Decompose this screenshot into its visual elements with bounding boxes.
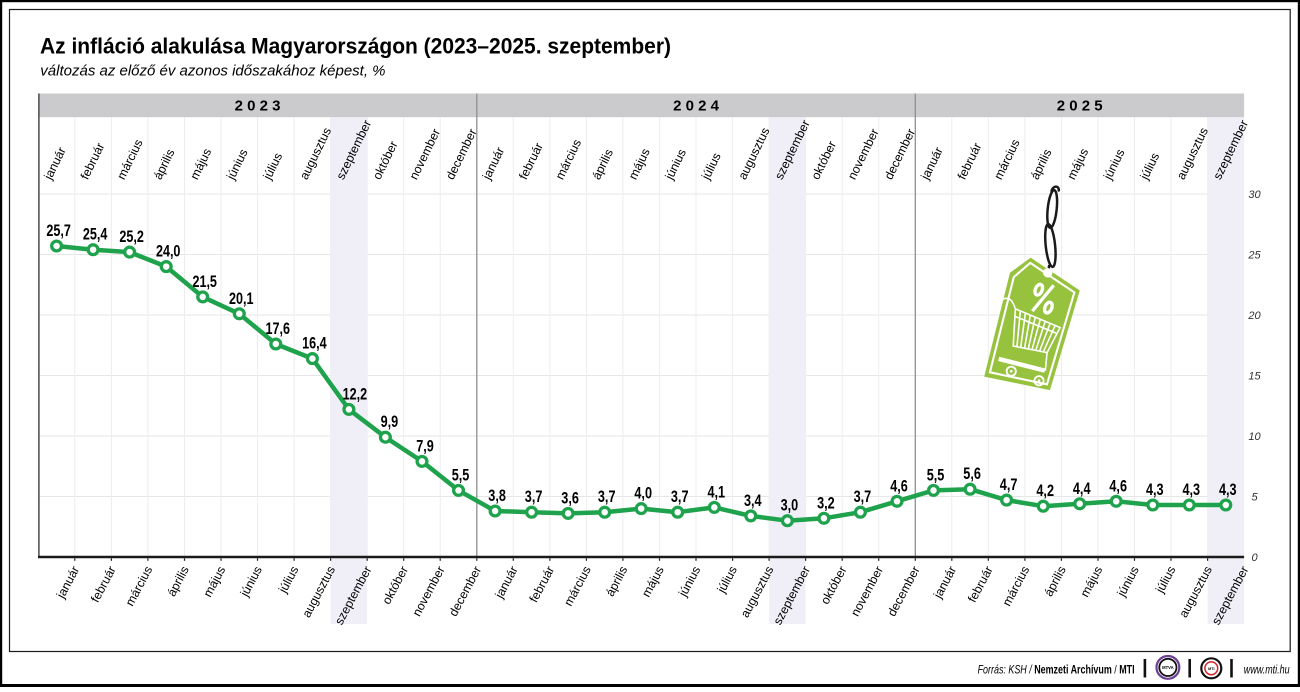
svg-text:3,7: 3,7 [525,487,543,506]
svg-text:4,6: 4,6 [890,476,908,495]
svg-text:4,2: 4,2 [1036,481,1054,500]
svg-text:4,3: 4,3 [1183,480,1201,499]
svg-text:3,7: 3,7 [671,487,689,506]
svg-text:2 0 2 3: 2 0 2 3 [235,98,281,115]
svg-text:15: 15 [1248,370,1261,382]
svg-text:Forrás: KSH / Nemzeti Archívum: Forrás: KSH / Nemzeti Archívum / MTI [978,663,1135,677]
svg-text:30: 30 [1248,189,1261,201]
svg-text:4,0: 4,0 [634,484,652,503]
svg-text:25: 25 [1247,249,1261,261]
svg-text:0: 0 [1251,552,1258,564]
svg-text:4,4: 4,4 [1073,479,1091,498]
svg-text:4,3: 4,3 [1146,480,1164,499]
svg-text:Az infláció alakulása Magyaror: Az infláció alakulása Magyarországon (20… [40,34,671,59]
svg-text:3,7: 3,7 [598,487,616,506]
svg-text:3,6: 3,6 [561,488,579,507]
svg-text:16,4: 16,4 [302,334,327,353]
svg-text:3,7: 3,7 [854,487,872,506]
svg-text:3,4: 3,4 [744,491,762,510]
svg-text:4,1: 4,1 [708,482,726,501]
svg-text:9,9: 9,9 [381,412,399,431]
svg-text:21,5: 21,5 [192,272,217,291]
svg-text:20: 20 [1247,310,1261,322]
svg-text:5: 5 [1251,491,1258,503]
svg-text:4,6: 4,6 [1109,476,1127,495]
svg-text:MTI: MTI [1208,667,1214,671]
svg-text:5,6: 5,6 [963,464,981,483]
svg-text:4,3: 4,3 [1219,480,1237,499]
svg-text:25,7: 25,7 [46,221,71,240]
svg-text:MTVA: MTVA [1162,665,1174,670]
svg-text:24,0: 24,0 [156,242,181,261]
svg-text:2 0 2 5: 2 0 2 5 [1057,98,1103,115]
svg-text:www.mti.hu: www.mti.hu [1244,663,1290,677]
svg-text:20,1: 20,1 [229,289,254,308]
svg-text:változás az előző év azonos id: változás az előző év azonos időszakához … [40,63,385,80]
svg-text:10: 10 [1248,431,1261,443]
svg-text:25,2: 25,2 [119,227,144,246]
svg-text:2 0 2 4: 2 0 2 4 [673,98,720,115]
svg-text:7,9: 7,9 [416,436,434,455]
svg-text:3,2: 3,2 [817,493,835,512]
svg-text:3,0: 3,0 [781,496,799,515]
svg-text:5,5: 5,5 [927,465,945,484]
svg-text:4,7: 4,7 [1000,475,1018,494]
svg-text:3,8: 3,8 [488,486,506,505]
svg-text:12,2: 12,2 [343,384,368,403]
svg-text:5,5: 5,5 [452,465,470,484]
svg-text:25,4: 25,4 [83,225,108,244]
svg-text:17,6: 17,6 [266,319,291,338]
